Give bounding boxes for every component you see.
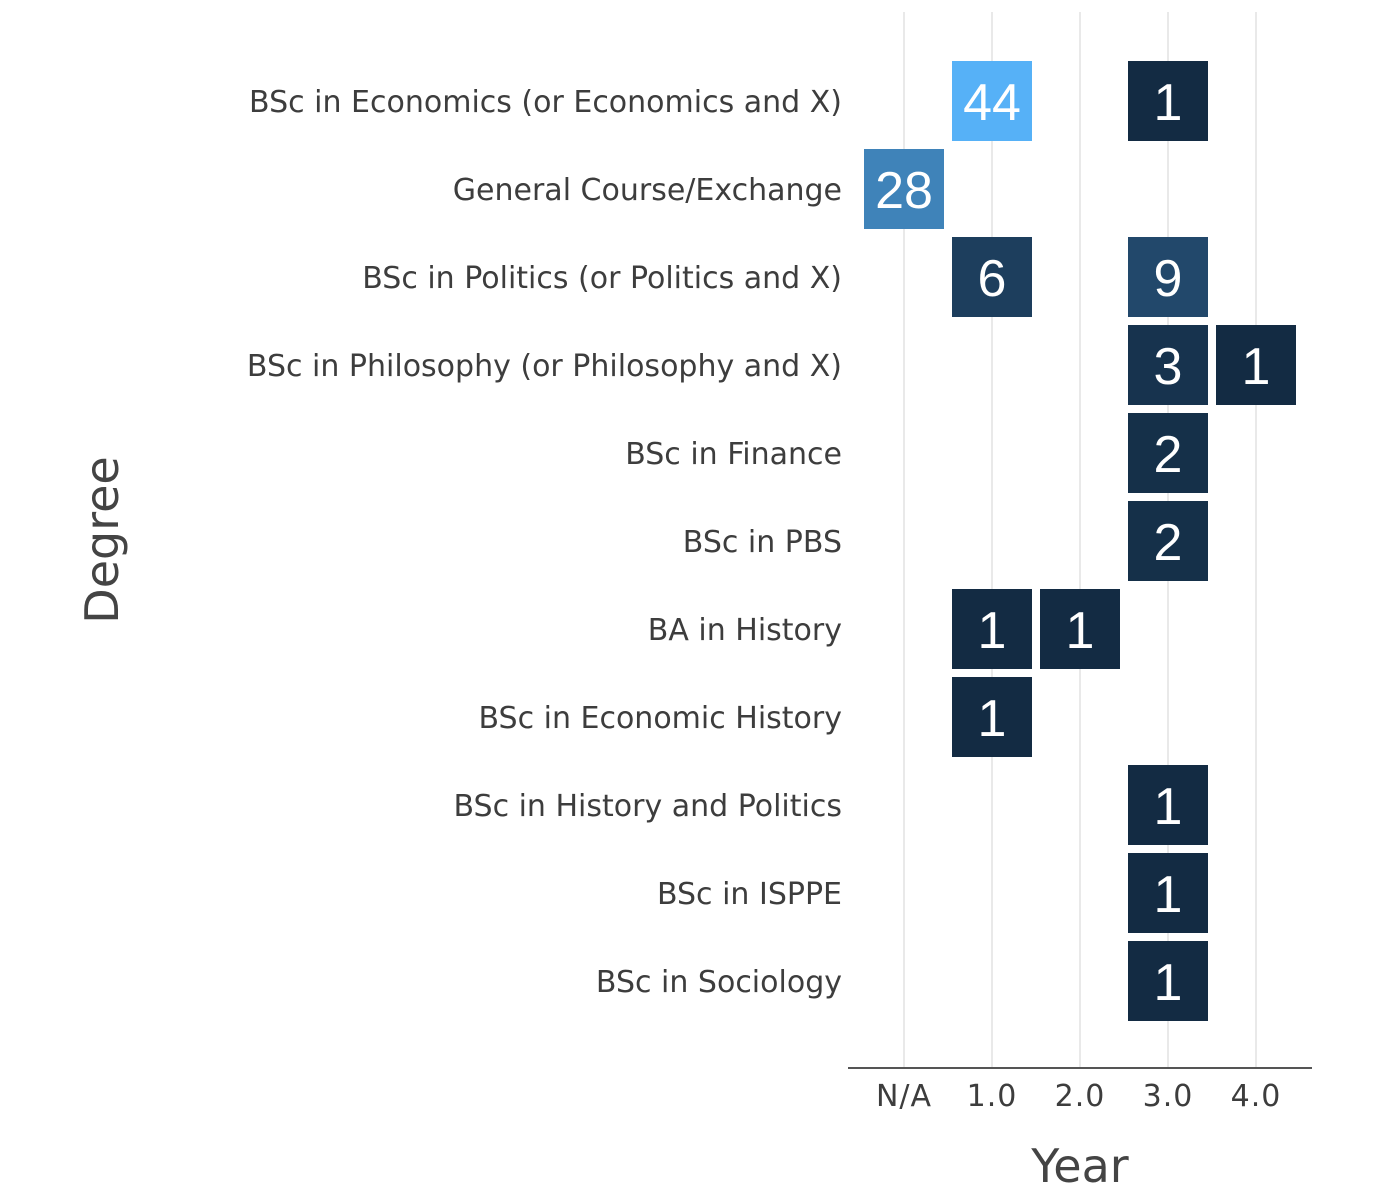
- cell-value-label: 1: [978, 690, 1007, 748]
- cell-value-label: 1: [978, 602, 1007, 660]
- y-tick-label-bsc-in-economics-or-economics-and-x: BSc in Economics (or Economics and X): [249, 85, 842, 120]
- cell-value-label: 1: [1154, 866, 1183, 924]
- cell-value-label: 44: [963, 74, 1021, 132]
- cell-value-label: 3: [1154, 338, 1183, 396]
- y-tick-label-bsc-in-pbs: BSc in PBS: [683, 525, 842, 560]
- x-tick-label-n-a: N/A: [876, 1079, 932, 1114]
- heatmap-cell-bsc-in-pbs-3-0: [1128, 501, 1208, 581]
- heatmap-cell-bsc-in-isppe-3-0: [1128, 853, 1208, 933]
- cell-value-label: 1: [1154, 74, 1183, 132]
- y-tick-label-bsc-in-history-and-politics: BSc in History and Politics: [453, 789, 842, 824]
- x-axis-title: Year: [1030, 1139, 1128, 1193]
- heatmap-cell-bsc-in-sociology-3-0: [1128, 941, 1208, 1021]
- y-tick-label-bsc-in-isppe: BSc in ISPPE: [657, 877, 842, 912]
- heatmap-cell-bsc-in-history-and-politics-3-0: [1128, 765, 1208, 845]
- heatmap-cell-bsc-in-politics-or-politics-and-x-1-0: [952, 237, 1032, 317]
- y-tick-label-bsc-in-sociology: BSc in Sociology: [596, 965, 842, 1000]
- heatmap-cell-bsc-in-finance-3-0: [1128, 413, 1208, 493]
- y-tick-labels: BSc in Economics (or Economics and X) Gen…: [247, 85, 842, 1000]
- x-tick-label-4-0: 4.0: [1231, 1079, 1282, 1114]
- x-tick-label-3-0: 3.0: [1143, 1079, 1194, 1114]
- heatmap-cell-bsc-in-philosophy-or-philosophy-and-x-4-0: [1216, 325, 1296, 405]
- cell-value-label: 1: [1242, 338, 1271, 396]
- y-tick-label-bsc-in-economic-history: BSc in Economic History: [478, 701, 842, 736]
- heatmap-cell-bsc-in-economic-history-1-0: [952, 677, 1032, 757]
- heatmap-cell-ba-in-history-1-0: [952, 589, 1032, 669]
- y-axis-title: Degree: [75, 456, 129, 623]
- x-tick-label-2-0: 2.0: [1055, 1079, 1106, 1114]
- y-tick-label-bsc-in-philosophy-or-philosophy-and-x: BSc in Philosophy (or Philosophy and X): [247, 349, 842, 384]
- cell-value-label: 9: [1154, 250, 1183, 308]
- cell-value-label: 6: [978, 250, 1007, 308]
- x-tick-labels: N/A 1.0 2.0 3.0 4.0: [876, 1079, 1282, 1114]
- x-tick-label-1-0: 1.0: [967, 1079, 1018, 1114]
- heatmap-cell-bsc-in-economics-or-economics-and-x-1-0: [952, 61, 1032, 141]
- heatmap-cell-bsc-in-politics-or-politics-and-x-3-0: [1128, 237, 1208, 317]
- heatmap-cell-general-course-exchange-n-a: [864, 149, 944, 229]
- y-tick-label-general-course-exchange: General Course/Exchange: [453, 173, 842, 208]
- cell-value-label: 2: [1154, 426, 1183, 484]
- y-tick-label-bsc-in-finance: BSc in Finance: [625, 437, 842, 472]
- cell-value-label: 1: [1154, 954, 1183, 1012]
- cell-value-label: 2: [1154, 514, 1183, 572]
- heatmap-cell-ba-in-history-2-0: [1040, 589, 1120, 669]
- y-tick-label-ba-in-history: BA in History: [648, 613, 842, 648]
- cell-value-label: 1: [1066, 602, 1095, 660]
- heatmap-cell-bsc-in-economics-or-economics-and-x-3-0: [1128, 61, 1208, 141]
- heatmap-cells: 44 1 28 6 9 3 1 2 2 1 1 1 1 1 1: [864, 61, 1296, 1021]
- cell-value-label: 1: [1154, 778, 1183, 836]
- heatmap-cell-bsc-in-philosophy-or-philosophy-and-x-3-0: [1128, 325, 1208, 405]
- cell-value-label: 28: [875, 162, 933, 220]
- y-tick-label-bsc-in-politics-or-politics-and-x: BSc in Politics (or Politics and X): [362, 261, 842, 296]
